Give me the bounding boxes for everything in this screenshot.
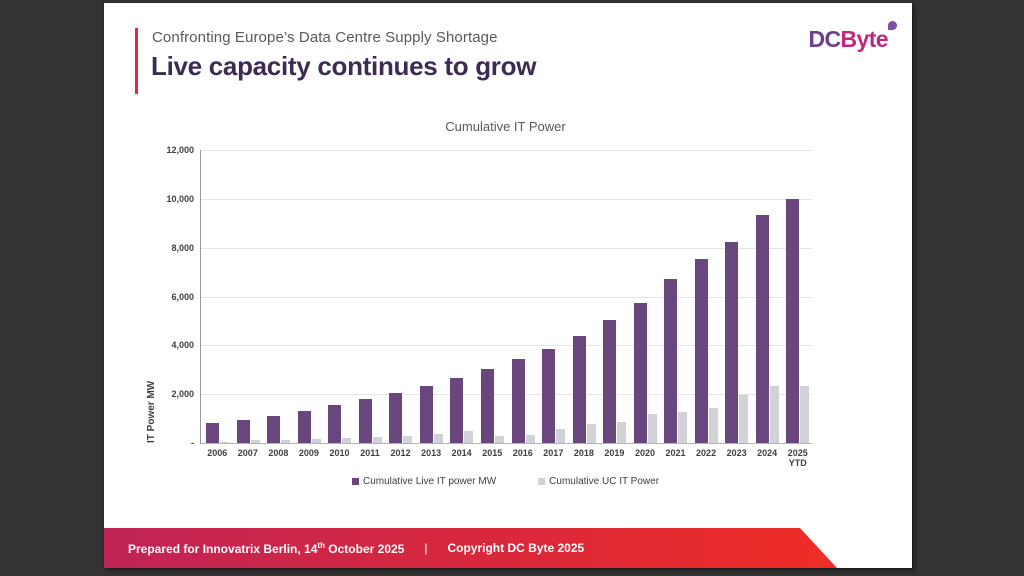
logo-part-byte: Byte (840, 26, 889, 52)
bar-uc-2017 (556, 429, 566, 443)
legend-label: Cumulative UC IT Power (549, 476, 660, 487)
logo-part-dc: DC (808, 26, 842, 52)
x-tick-label: 2023 (726, 448, 747, 458)
bar-uc-2025 (800, 385, 810, 443)
bar-uc-2009 (311, 438, 321, 443)
x-tick-label: 2024 (757, 448, 778, 458)
gridline (201, 296, 812, 298)
bar-uc-2013 (433, 433, 443, 443)
y-tick-label: 6,000 (171, 291, 194, 302)
y-tick-label: 8,000 (171, 242, 194, 253)
footer-separator: | (424, 541, 428, 555)
y-tick-label: - (191, 438, 194, 448)
legend-label: Cumulative Live IT power MW (362, 476, 497, 487)
bar-live-2025 (786, 198, 800, 443)
x-tick-label: 2011 (360, 448, 380, 458)
bar-live-2006 (206, 423, 219, 443)
gridline (201, 247, 812, 249)
y-tick-label: 12,000 (166, 145, 194, 155)
bar-uc-2016 (525, 434, 535, 443)
bar-uc-2012 (403, 436, 413, 443)
bar-live-2009 (297, 411, 311, 443)
y-tick-label: 4,000 (171, 340, 194, 351)
footer-copyright: Copyright DC Byte 2025 (447, 541, 585, 555)
x-tick-label: 2025 YTD (787, 448, 808, 468)
chart-legend: Cumulative Live IT power MW Cumulative UC… (200, 476, 811, 487)
bar-uc-2014 (464, 431, 474, 443)
bar-uc-2015 (494, 435, 504, 443)
header-accent-bar (135, 28, 138, 94)
bar-uc-2024 (769, 385, 779, 443)
chart-title: Cumulative IT Power (445, 119, 566, 134)
bar-live-2018 (572, 335, 586, 443)
footer-banner: Prepared for Innovatrix Berlin, 14th Oct… (104, 528, 837, 568)
x-tick-label: 2007 (237, 448, 258, 458)
bar-live-2020 (633, 302, 647, 443)
bar-live-2010 (328, 405, 342, 443)
bar-live-2021 (664, 279, 678, 443)
x-tick-label: 2020 (634, 448, 655, 458)
gridline (201, 394, 812, 396)
legend-swatch (351, 478, 359, 485)
x-tick-label: 2014 (451, 448, 472, 458)
bar-live-2007 (236, 419, 250, 443)
plot-area: - 2,000 4,000 6,000 8,000 10,000 12,000 2006 200… (166, 145, 812, 468)
bar-live-2013 (419, 385, 433, 443)
bar-uc-2007 (250, 440, 260, 443)
bar-uc-2023 (739, 395, 749, 443)
x-tick-label: 2019 (604, 448, 625, 458)
bar-uc-2008 (281, 439, 291, 443)
page-title: Live capacity continues to grow (151, 51, 537, 81)
dcbyte-logo: DCByte (808, 21, 897, 53)
gridline (201, 198, 812, 200)
footer-prepared-text: Prepared for Innovatrix Berlin, 14th Oct… (128, 540, 405, 556)
bar-live-2016 (511, 358, 525, 443)
bar-uc-2011 (372, 436, 382, 443)
bar-live-2015 (480, 368, 494, 443)
x-tick-label: 2009 (298, 448, 319, 458)
bar-uc-2021 (678, 412, 688, 443)
bar-live-2024 (755, 214, 769, 443)
bar-live-2019 (603, 319, 617, 443)
bar-live-2022 (694, 258, 708, 443)
y-tick-label: 10,000 (166, 193, 194, 204)
legend-item: Cumulative UC IT Power (538, 476, 659, 487)
x-tick-label: 2013 (421, 448, 442, 458)
x-tick-label: 2022 (696, 448, 717, 458)
x-tick-label: 2010 (329, 448, 350, 458)
bar-live-2014 (450, 378, 464, 443)
legend-item: Cumulative Live IT power MW (351, 476, 497, 487)
bar-uc-2022 (708, 407, 718, 443)
bar-uc-2020 (647, 413, 657, 443)
bar-live-2008 (267, 416, 281, 443)
bar-uc-2019 (617, 421, 627, 443)
x-tick-label: 2012 (390, 448, 411, 458)
bar-uc-2006 (220, 441, 229, 443)
bar-live-2017 (542, 349, 556, 443)
x-tick-label: 2021 (665, 448, 686, 458)
bar-uc-2010 (342, 438, 352, 443)
legend-swatch (538, 478, 546, 485)
leaf-icon (888, 21, 897, 30)
slide-eyebrow: Confronting Europe’s Data Centre Supply … (152, 29, 498, 46)
bar-live-2012 (389, 392, 403, 443)
x-tick-label: 2018 (573, 448, 594, 458)
gridline (201, 150, 812, 151)
bar-live-2023 (725, 241, 739, 443)
bar-uc-2018 (586, 423, 596, 443)
x-tick-label: 2016 (512, 448, 533, 458)
x-tick-label: 2015 (482, 448, 503, 458)
x-tick-label: 2008 (268, 448, 289, 458)
x-tick-label: 2006 (207, 448, 228, 458)
gridline (201, 345, 812, 347)
presentation-slide: Confronting Europe’s Data Centre Supply … (104, 3, 912, 568)
y-tick-label: 2,000 (171, 389, 194, 400)
bar-live-2011 (358, 399, 372, 443)
x-tick-label: 2017 (543, 448, 564, 458)
